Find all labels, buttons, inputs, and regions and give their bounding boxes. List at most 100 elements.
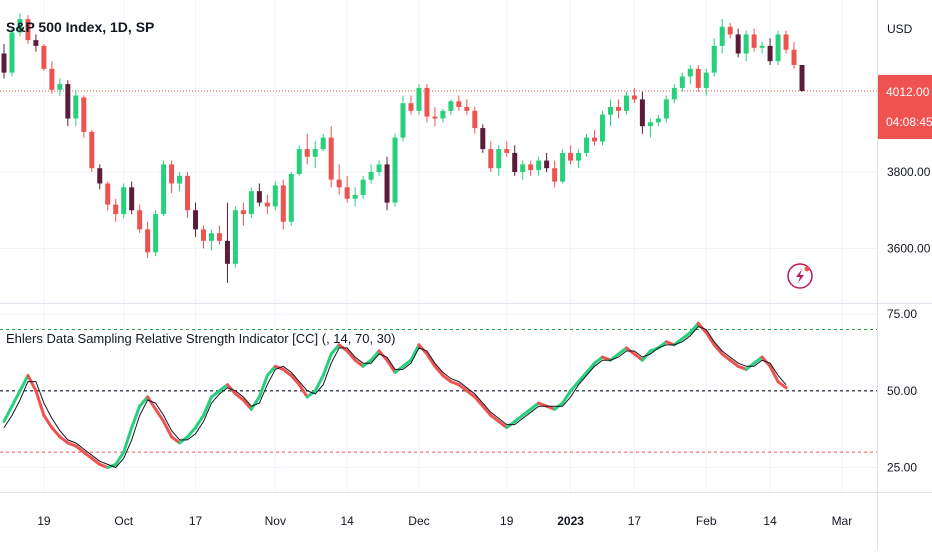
candle-body: [432, 116, 438, 119]
candle: [169, 160, 175, 194]
candle: [296, 145, 302, 176]
rsi-segment: [385, 358, 397, 374]
candle-body: [735, 34, 741, 54]
candle: [512, 145, 518, 176]
candle: [655, 114, 661, 127]
candle-body: [671, 87, 677, 100]
candle: [145, 221, 151, 259]
rsi-segment: [241, 398, 253, 411]
candle-body: [344, 187, 350, 199]
rsi-segment: [497, 419, 509, 430]
candle: [623, 91, 629, 115]
candle: [240, 202, 246, 226]
candle-body: [799, 64, 805, 91]
candle-body: [360, 179, 366, 195]
candle: [647, 118, 653, 138]
candle: [392, 133, 398, 207]
candle-body: [272, 185, 278, 207]
candle: [679, 72, 685, 92]
candle-body: [631, 95, 637, 100]
candle: [49, 61, 55, 94]
candle-body: [248, 191, 254, 215]
candle-body: [65, 84, 71, 119]
candle: [607, 99, 613, 127]
candle-body: [161, 164, 167, 215]
price-pane[interactable]: [0, 13, 877, 283]
candle-body: [536, 160, 542, 171]
candle-body: [49, 68, 55, 90]
candle-body: [392, 137, 398, 203]
rsi-segment: [433, 364, 445, 378]
rsi-segment: [369, 349, 381, 362]
candle: [129, 181, 135, 215]
rsi-segment: [521, 407, 533, 417]
rsi-segment: [313, 374, 325, 393]
candle-body: [256, 191, 262, 203]
candle: [496, 145, 502, 176]
rsi-segment: [297, 383, 309, 399]
time-tick-label: Mar: [832, 514, 853, 528]
indicator-title[interactable]: Ehlers Data Sampling Relative Strength I…: [6, 331, 396, 346]
rsi-segment: [593, 355, 604, 365]
candle-body: [17, 19, 23, 33]
candle: [528, 160, 534, 176]
candle-body: [1, 53, 7, 73]
rsi-segment: [401, 358, 413, 368]
rsi-segment: [162, 419, 174, 439]
candle-body: [488, 149, 494, 169]
rsi-segment: [281, 367, 293, 378]
candle: [185, 172, 191, 218]
candle-body: [208, 233, 214, 241]
symbol-title[interactable]: S&P 500 Index, 1D, SP: [6, 19, 155, 35]
rsi-segment: [146, 395, 158, 411]
currency-label: USD: [887, 22, 913, 36]
candle: [97, 164, 103, 190]
rsi-segment: [130, 404, 142, 430]
rsi-segment: [704, 331, 716, 347]
indicator-pane[interactable]: [0, 321, 877, 469]
candle-body: [719, 26, 725, 46]
lightning-dot: [804, 266, 810, 272]
rsi-segment: [329, 343, 341, 356]
candle-body: [113, 204, 119, 215]
candle-body: [560, 152, 566, 182]
candle-body: [647, 122, 653, 127]
candle-body: [33, 40, 39, 46]
rsi-segment: [441, 374, 453, 384]
rsi-segment: [305, 389, 317, 399]
candle: [408, 95, 414, 115]
rsi-segment: [465, 389, 477, 399]
candle: [695, 64, 701, 92]
candle: [799, 64, 805, 92]
candle-body: [384, 164, 390, 203]
signal-line: [3, 325, 787, 469]
candle: [81, 95, 87, 138]
candle: [89, 129, 95, 173]
time-tick-label: 17: [189, 514, 203, 528]
lightning-bolt-icon: [787, 263, 813, 289]
candle: [448, 99, 454, 115]
candle-body: [568, 152, 574, 161]
last-price-tag: [878, 74, 932, 139]
candle: [552, 160, 558, 188]
candle: [735, 28, 741, 58]
rsi-segment: [672, 337, 684, 347]
candle-body: [751, 34, 757, 48]
candle-body: [504, 149, 510, 153]
candle-body: [89, 131, 95, 169]
rsi-segment: [577, 370, 589, 384]
candle-body: [464, 107, 470, 111]
candle-body: [169, 164, 175, 184]
candle-body: [408, 103, 414, 111]
candle: [520, 160, 526, 180]
candle-body: [767, 45, 773, 62]
rsi-segment: [265, 364, 277, 378]
time-tick-label: Feb: [696, 514, 717, 528]
rsi-segment: [26, 374, 38, 393]
rsi-segment: [194, 413, 205, 430]
candle: [288, 172, 294, 226]
rsi-segment: [720, 352, 732, 362]
candle-body: [552, 168, 558, 182]
candle-body: [296, 149, 302, 174]
